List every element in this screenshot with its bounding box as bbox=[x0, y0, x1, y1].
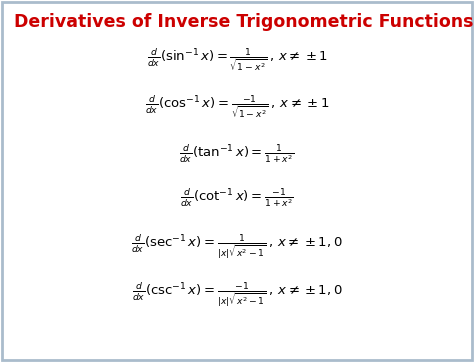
Text: Derivatives of Inverse Trigonometric Functions: Derivatives of Inverse Trigonometric Fun… bbox=[14, 13, 474, 31]
Text: $\frac{d}{dx}\left(\sin^{-1}x\right)=\frac{1}{\sqrt{1-x^2}}\,,\,x\neq\pm1$: $\frac{d}{dx}\left(\sin^{-1}x\right)=\fr… bbox=[146, 47, 328, 73]
Text: $\frac{d}{dx}\left(\cos^{-1}x\right)=\frac{-1}{\sqrt{1-x^2}}\,,\,x\neq\pm1$: $\frac{d}{dx}\left(\cos^{-1}x\right)=\fr… bbox=[145, 94, 329, 120]
Text: $\frac{d}{dx}\left(\sec^{-1}x\right)=\frac{1}{|x|\sqrt{x^2-1}}\,,\,x\neq\pm1,0$: $\frac{d}{dx}\left(\sec^{-1}x\right)=\fr… bbox=[131, 232, 343, 261]
Text: $\frac{d}{dx}\left(\cot^{-1}x\right)=\frac{-1}{1+x^2}$: $\frac{d}{dx}\left(\cot^{-1}x\right)=\fr… bbox=[180, 186, 294, 209]
Text: $\frac{d}{dx}\left(\csc^{-1}x\right)=\frac{-1}{|x|\sqrt{x^2-1}}\,,\,x\neq\pm1,0$: $\frac{d}{dx}\left(\csc^{-1}x\right)=\fr… bbox=[132, 281, 342, 310]
Text: $\frac{d}{dx}\left(\tan^{-1}x\right)=\frac{1}{1+x^2}$: $\frac{d}{dx}\left(\tan^{-1}x\right)=\fr… bbox=[180, 142, 294, 165]
